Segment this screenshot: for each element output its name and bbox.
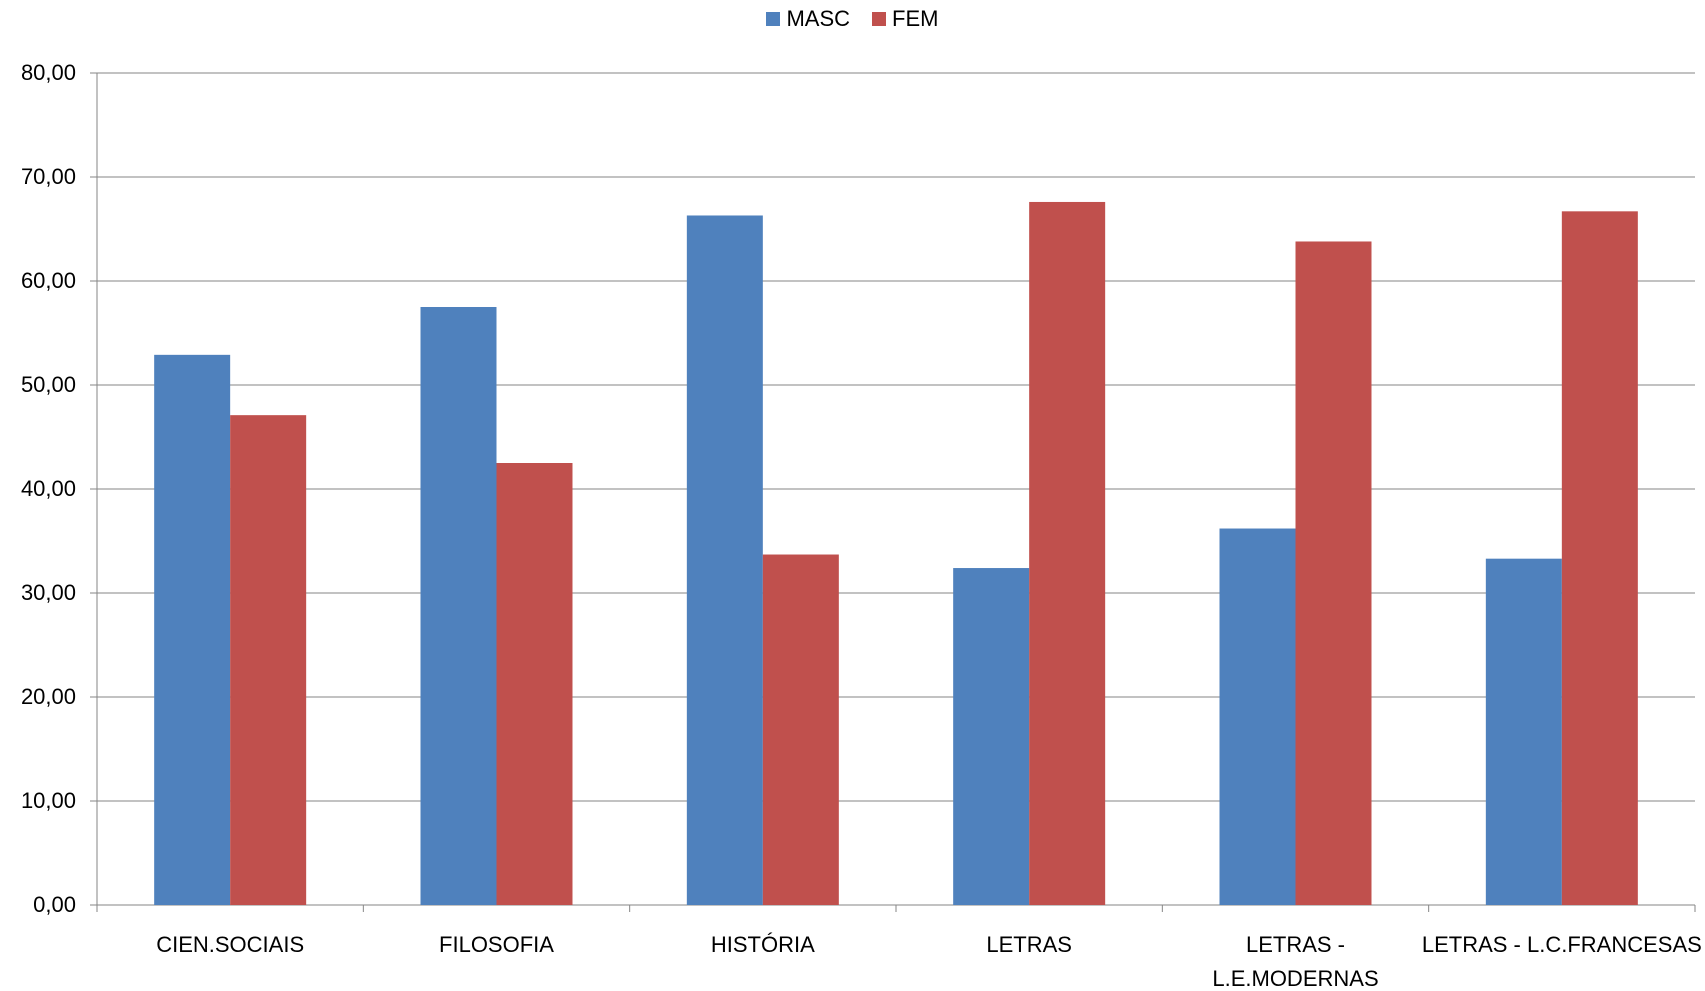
legend-label-masc: MASC: [786, 6, 851, 31]
bar-masc: [1485, 558, 1562, 905]
x-tick-label: LETRAS - L.C.FRANCESAS: [1422, 932, 1702, 957]
bar-fem: [230, 415, 307, 905]
y-tick-label: 80,00: [21, 60, 76, 85]
x-tick-label: HISTÓRIA: [711, 932, 815, 957]
x-tick-label: CIEN.SOCIAIS: [156, 932, 304, 957]
legend-swatch-fem: [872, 12, 887, 26]
bar-fem: [496, 463, 573, 905]
bar-fem: [1029, 201, 1106, 905]
y-tick-label: 0,00: [33, 892, 76, 917]
y-tick-label: 60,00: [21, 268, 76, 293]
x-tick-label: FILOSOFIA: [439, 932, 554, 957]
y-tick-label: 30,00: [21, 580, 76, 605]
y-tick-label: 20,00: [21, 684, 76, 709]
y-tick-label: 50,00: [21, 372, 76, 397]
y-tick-label: 40,00: [21, 476, 76, 501]
x-tick-label: LETRAS -: [1246, 932, 1345, 957]
bar-masc: [154, 354, 231, 906]
y-tick-label: 10,00: [21, 788, 76, 813]
legend-label-fem: FEM: [892, 6, 939, 31]
bar-fem: [1561, 211, 1638, 905]
bar-masc: [1219, 528, 1296, 905]
legend-item-fem: FEM: [872, 6, 939, 32]
bar-masc: [686, 215, 763, 906]
legend-swatch-masc: [766, 12, 781, 26]
bar-masc: [953, 568, 1030, 905]
legend-item-masc: MASC: [766, 6, 850, 32]
bar-masc: [420, 307, 497, 905]
bar-fem: [762, 554, 839, 905]
chart-legend: MASC FEM: [0, 6, 1705, 32]
y-tick-label: 70,00: [21, 164, 76, 189]
x-tick-label: L.E.MODERNAS: [1212, 966, 1378, 991]
bar-fem: [1295, 241, 1372, 906]
x-tick-label: LETRAS: [986, 932, 1072, 957]
